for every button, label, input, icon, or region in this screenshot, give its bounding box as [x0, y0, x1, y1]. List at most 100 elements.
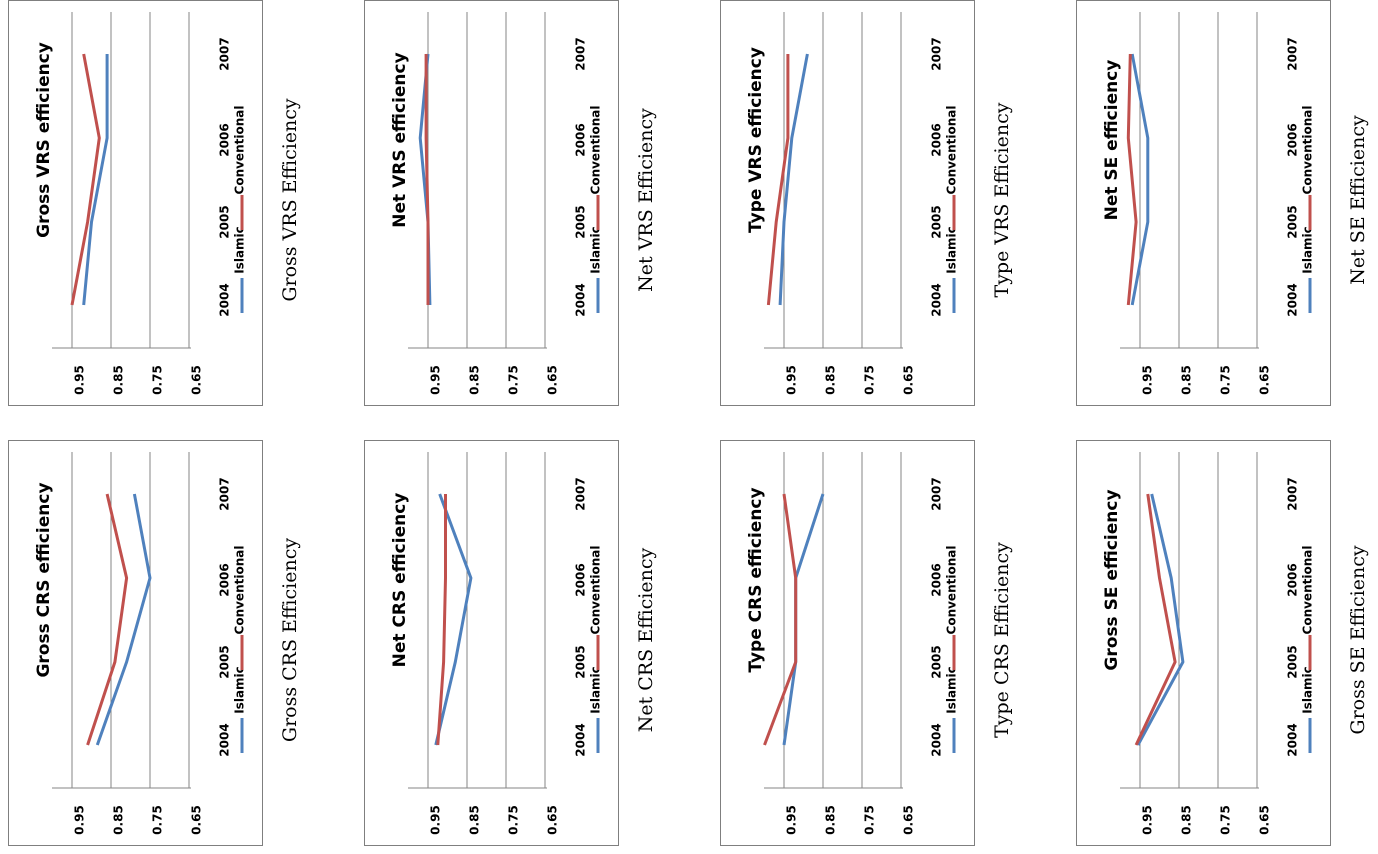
legend-label-conventional: Conventional	[589, 546, 603, 635]
x-tick-label: 2007	[218, 37, 232, 70]
x-tick-label: 2004	[930, 283, 944, 316]
x-tick-label: 2006	[930, 563, 944, 596]
panel-type-crs-efficiency: 0.95 0.85 0.75 0.65 Type CRS efficiency 2004 2…	[720, 440, 1013, 846]
series-line-conventional	[86, 493, 129, 746]
x-tick-label: 2004	[574, 723, 588, 756]
x-tick-label: 2007	[1286, 477, 1300, 510]
legend-label-conventional: Conventional	[1301, 106, 1315, 195]
x-tick-label: 2004	[930, 723, 944, 756]
series-line-islamic	[1136, 493, 1185, 746]
figure-caption: Net CRS Efficiency	[635, 548, 657, 733]
panel-gross-vrs-efficiency: 0.95 0.85 0.75 0.65 Gross VRS efficiency 2004…	[8, 0, 301, 406]
x-tick-label: 2005	[1286, 205, 1300, 238]
x-tick-label: 2006	[574, 563, 588, 596]
y-tick-label: 0.85	[468, 805, 482, 835]
chart-frame	[8, 0, 263, 406]
series-line-conventional	[1134, 493, 1177, 746]
y-tick-label: 0.65	[190, 805, 204, 835]
x-tick-label: 2005	[574, 645, 588, 678]
y-tick-label: 0.65	[902, 365, 916, 395]
y-tick-label: 0.65	[546, 805, 560, 835]
legend-label-conventional: Conventional	[233, 106, 247, 195]
y-tick-label: 0.75	[507, 365, 521, 395]
x-tick-label: 2005	[930, 205, 944, 238]
figure-caption: Net SE Efficiency	[1347, 115, 1369, 285]
y-tick-label: 0.65	[902, 805, 916, 835]
series-line-islamic	[778, 53, 809, 306]
chart-title: Type CRS efficiency	[746, 487, 766, 672]
figure-caption: Net VRS Efficiency	[635, 108, 657, 292]
legend-label-conventional: Conventional	[233, 546, 247, 635]
series-line-islamic	[1130, 53, 1150, 306]
x-tick-label: 2007	[218, 477, 232, 510]
y-tick-label: 0.85	[824, 365, 838, 395]
panel-net-crs-efficiency: 0.95 0.85 0.75 0.65 Net CRS efficiency 2004 20…	[364, 440, 657, 846]
panel-gross-crs-efficiency: 0.95 0.85 0.75 0.65 Gross CRS efficiency 2004…	[8, 440, 301, 846]
y-tick-label: 0.95	[1141, 365, 1155, 395]
y-tick-label: 0.95	[73, 365, 87, 395]
x-tick-label: 2004	[218, 723, 232, 756]
chart-title: Net VRS efficiency	[390, 52, 410, 227]
figure-caption: Type CRS Efficiency	[991, 542, 1013, 738]
y-tick-label: 0.95	[73, 805, 87, 835]
panel-type-vrs-efficiency: 0.95 0.85 0.75 0.65 Type VRS efficiency 2004 2…	[720, 0, 1013, 406]
series-line-conventional	[1126, 53, 1138, 306]
legend-label-islamic: Islamic	[945, 666, 959, 714]
chart-frame	[720, 0, 975, 406]
x-tick-label: 2007	[930, 477, 944, 510]
panel-gross-se-efficiency: 0.95 0.85 0.75 0.65 Gross SE efficiency 2004 2…	[1076, 440, 1369, 846]
x-tick-label: 2007	[1286, 37, 1300, 70]
x-tick-label: 2006	[1286, 123, 1300, 156]
y-tick-label: 0.75	[1219, 365, 1233, 395]
y-tick-label: 0.65	[546, 365, 560, 395]
chart-title: Net CRS efficiency	[390, 493, 410, 668]
legend-label-islamic: Islamic	[945, 226, 959, 274]
y-tick-label: 0.65	[1258, 365, 1272, 395]
series-line-islamic	[95, 493, 152, 746]
series-line-islamic	[82, 54, 109, 306]
legend-label-conventional: Conventional	[589, 106, 603, 195]
chart-title: Gross VRS efficiency	[34, 42, 54, 238]
y-tick-label: 0.95	[1141, 805, 1155, 835]
x-tick-label: 2007	[574, 477, 588, 510]
chart-frame	[1076, 440, 1331, 846]
chart-title: Gross CRS efficiency	[34, 482, 54, 677]
legend-label-conventional: Conventional	[945, 546, 959, 635]
x-tick-label: 2005	[574, 205, 588, 238]
legend-label-islamic: Islamic	[233, 226, 247, 274]
y-tick-label: 0.85	[468, 365, 482, 395]
panel-net-vrs-efficiency: 0.95 0.85 0.75 0.65 Net VRS efficiency 2004 20…	[364, 0, 657, 406]
x-tick-label: 2006	[218, 563, 232, 596]
x-tick-label: 2006	[1286, 563, 1300, 596]
x-tick-label: 2005	[1286, 645, 1300, 678]
x-tick-label: 2004	[1286, 283, 1300, 316]
x-tick-label: 2004	[1286, 723, 1300, 756]
y-tick-label: 0.85	[1180, 805, 1194, 835]
y-tick-label: 0.85	[112, 365, 126, 395]
chart-frame	[364, 0, 619, 406]
y-tick-label: 0.85	[824, 805, 838, 835]
figure-caption: Gross CRS Efficiency	[279, 538, 301, 742]
series-line-islamic	[434, 493, 473, 746]
legend-label-islamic: Islamic	[589, 666, 603, 714]
x-tick-label: 2007	[930, 37, 944, 70]
figure-caption: Type VRS Efficiency	[991, 102, 1013, 297]
y-tick-label: 0.65	[1258, 805, 1272, 835]
chart-frame	[720, 440, 975, 846]
y-tick-label: 0.95	[429, 805, 443, 835]
y-tick-label: 0.95	[785, 365, 799, 395]
legend-label-islamic: Islamic	[233, 666, 247, 714]
y-tick-label: 0.75	[863, 805, 877, 835]
x-tick-label: 2005	[218, 205, 232, 238]
y-tick-label: 0.85	[1180, 365, 1194, 395]
series-line-conventional	[436, 494, 447, 746]
x-tick-label: 2005	[218, 645, 232, 678]
x-tick-label: 2004	[218, 283, 232, 316]
y-tick-label: 0.75	[151, 365, 165, 395]
x-tick-label: 2004	[574, 283, 588, 316]
legend-label-conventional: Conventional	[1301, 546, 1315, 635]
chart-frame	[1076, 0, 1331, 406]
y-tick-label: 0.95	[429, 365, 443, 395]
